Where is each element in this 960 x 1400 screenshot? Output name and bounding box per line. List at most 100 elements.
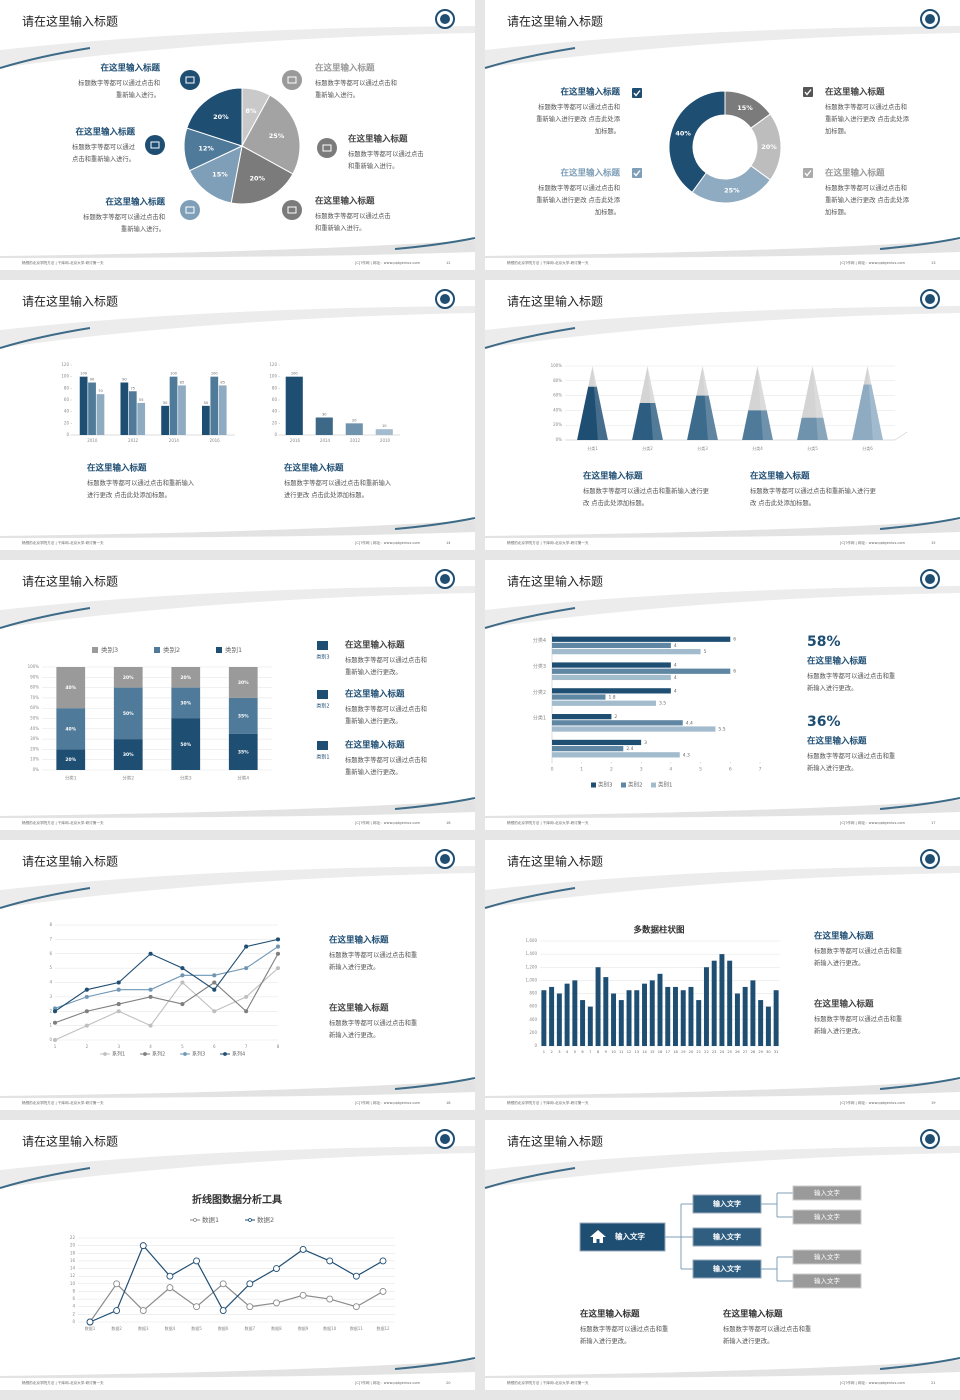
y-tick-label: 120 [269,362,277,367]
footer-left: 畅想的北京学院方法 | 千库网-北京大学-研讨第一天 [22,1100,104,1105]
x-tick-label: 3 [640,767,643,773]
slide-title: 请在这里输入标题 [22,14,118,29]
bottom-accent [879,517,960,530]
bar [552,720,683,726]
footer-left: 畅想的北京学院方法 | 千库网-北京大学-研讨第一天 [22,540,104,545]
block-body: 加标题。 [595,126,620,135]
top-swoosh [485,1146,960,1188]
slide-title: 请在这里输入标题 [22,294,118,309]
segment-label: 40% [65,726,76,732]
icon-tag: 类别3 [316,654,329,661]
x-tick-label: 3 [117,1044,120,1049]
legend-label: 系列2 [152,1051,165,1058]
x-tick-label: 7 [759,767,762,773]
legend-label: 类别2 [628,781,643,789]
marker [180,973,185,978]
block-body: 加标题。 [595,207,620,216]
bar-label: 2 [614,714,617,720]
y-tick-label: 60% [553,393,562,398]
block-body: 标题数字等都可以通过点击和重 [814,946,902,955]
footer-right: [C]?作网 | 网址：www.pptgenius.com [840,540,906,545]
legend-swatch [651,782,656,788]
segment-label: 35% [238,713,249,719]
bar-label: 100 [80,372,88,376]
block-body: 标题数字等都可以通过点击和重新输入进行更 [750,486,877,495]
bar-segment [171,667,201,688]
x-tick-label: 分类2 [642,445,653,451]
page-number: 16 [446,821,451,825]
block-body: 重新输入进行更改 点击此处添 [825,114,910,123]
marker [273,1265,280,1272]
bar [285,376,303,435]
legend-label: 系列1 [112,1051,125,1058]
page-number: 18 [446,1101,451,1105]
bar-segment [228,667,258,698]
marker [246,1303,254,1311]
bar-segment [171,718,201,770]
block-body: 进行更改 点击此处添加标题。 [284,490,368,499]
legend-marker [223,1052,227,1056]
bar-segment [56,749,86,770]
bar [315,417,333,435]
pie-slice [241,94,301,175]
chart-title: 多数据柱状图 [633,925,684,936]
marker [219,1307,227,1314]
top-swoosh [0,26,475,68]
bar-segment [56,708,86,750]
bottom-accent [879,797,960,810]
y-tick-label: 0 [66,432,69,437]
footer-right: [C]?作网 | 网址：www.pptgenius.com [840,820,906,825]
marker [113,1307,121,1314]
marker [219,1280,227,1288]
block-heading: 在这里输入标题 [560,87,620,98]
cone-fill [687,395,718,440]
checkbox [803,87,813,97]
bar [680,990,686,1046]
cone-shade [812,366,828,440]
y-tick-label: 0 [72,1319,75,1324]
bar [572,980,578,1046]
block-body: 标题数字等都可以通过点击和 [315,78,397,87]
x-tick-label: 4 [566,1050,569,1054]
y-tick-label: 2 [49,1008,52,1013]
footer-right: [C]?作网 | 网址：www.pptgenius.com [840,260,906,265]
bar-label: 2.4 [626,746,633,752]
block-body: 点击和重新输入进行。 [72,154,135,163]
y-tick-label: 分类4 [533,637,546,644]
connector [761,1192,793,1282]
icon [145,135,165,155]
bar-label: 5.5 [718,726,725,732]
marker [116,1002,121,1007]
bar [603,977,609,1046]
slice-label: 15% [212,170,228,178]
x-tick-label: 1 [543,1050,545,1054]
block-body: 改 点击此处添加标题。 [750,498,815,507]
top-accent [0,327,91,349]
y-tick-label: 100% [551,363,563,368]
y-tick-label: 0% [556,437,563,442]
bar-label: 4.3 [683,752,690,758]
slice-label: 20% [250,175,266,183]
cone-fill [852,384,883,440]
floor [565,431,908,441]
slide-title: 请在这里输入标题 [22,854,118,869]
x-tick-label: 24 [720,1050,725,1054]
bar [552,746,624,752]
x-tick-label: 23 [712,1050,717,1054]
block-body: 标题数字等都可以通过点击和 [538,183,620,192]
logo-inner [925,294,935,304]
marker [244,1009,249,1014]
bar [552,726,716,732]
bar [552,642,671,649]
y-tick-label: 20% [30,746,39,751]
y-tick-label: 800 [529,991,537,996]
leaf-box [792,1273,862,1289]
page-number: 17 [931,821,936,825]
block-body: 标题数字等都可以通过点击和重 [329,950,417,959]
block-body: 重新输入进行更改 点击此处添 [825,195,910,204]
bar [552,694,606,700]
x-tick-label: 2014 [320,438,331,443]
